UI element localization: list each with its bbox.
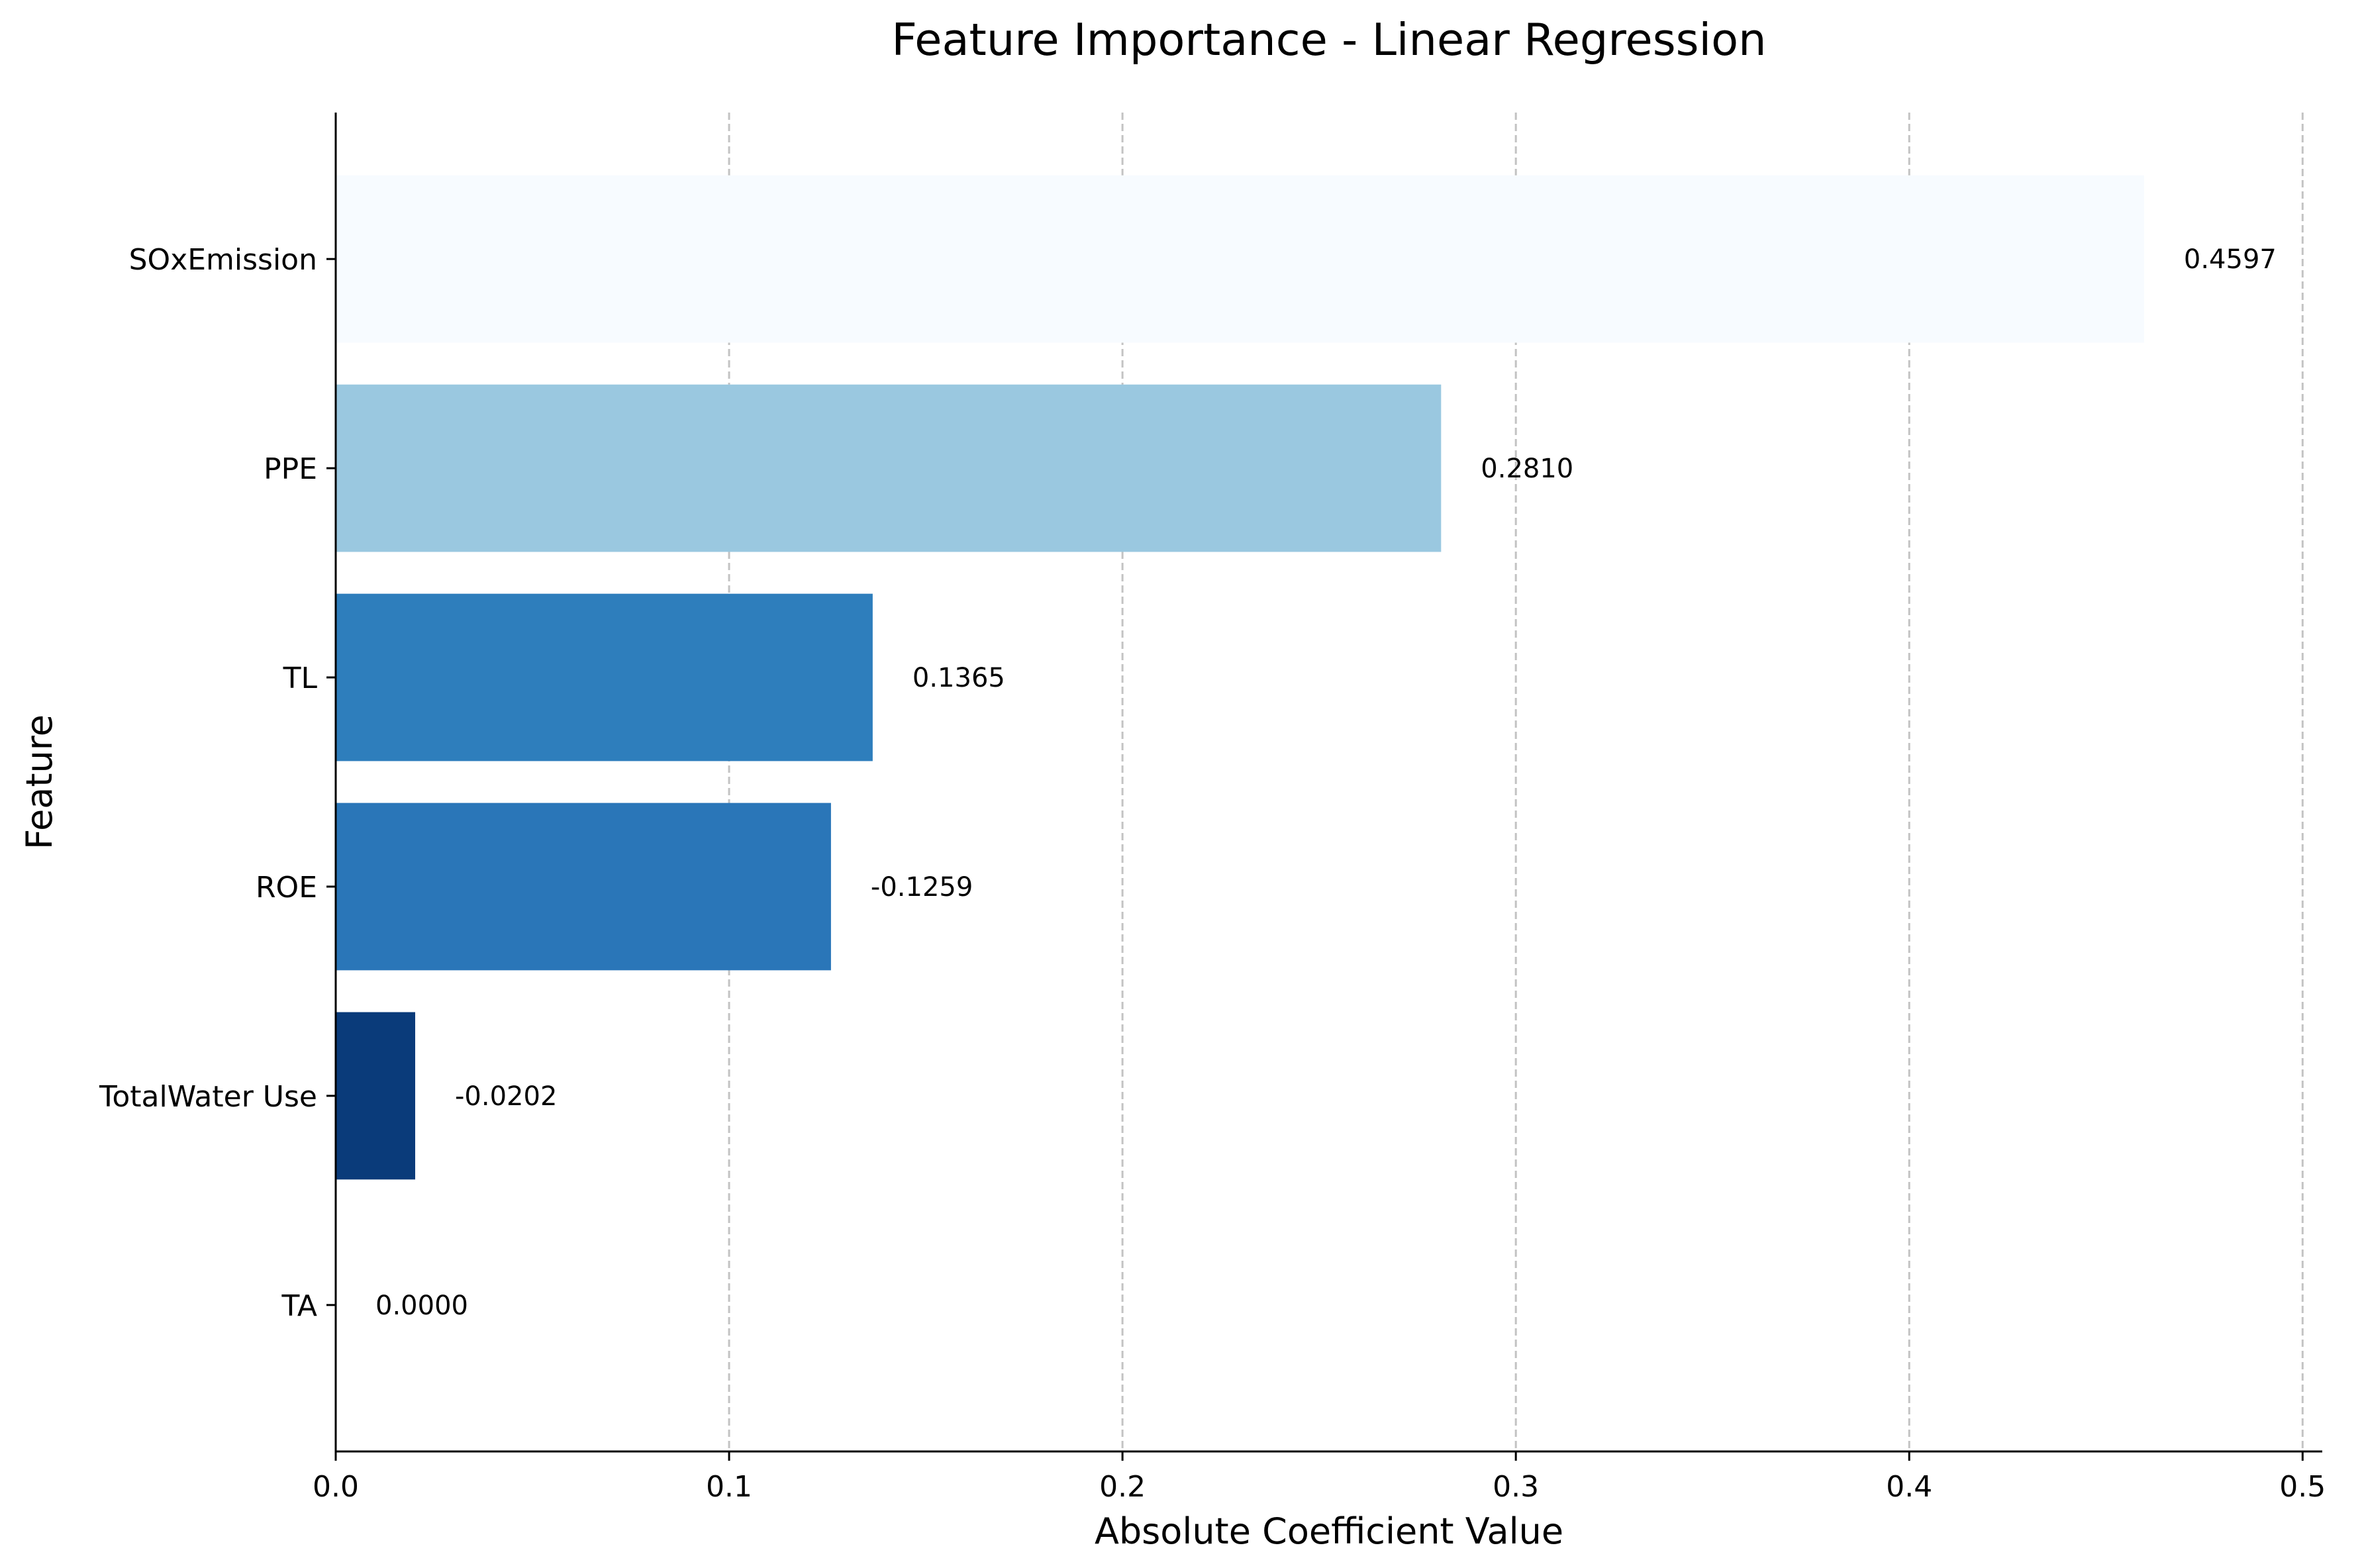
x-ticks: 0.0 0.1 0.2 0.3 0.4 0.5 <box>313 1451 2326 1504</box>
bar-soxemission <box>336 175 2144 343</box>
bars <box>336 175 2144 1180</box>
y-tick-label-5: TA <box>281 1289 317 1323</box>
x-tick-label-2: 0.2 <box>1099 1470 1146 1504</box>
x-tick-label-5: 0.5 <box>2279 1470 2326 1504</box>
bar-tl <box>336 593 873 761</box>
axes <box>334 113 2322 1453</box>
data-label-ppe: 0.2810 <box>1481 454 1573 484</box>
bar-totalwater-use <box>336 1012 415 1180</box>
x-axis-label: Absolute Coefficient Value <box>1095 1510 1563 1552</box>
y-tick-label-3: ROE <box>256 871 317 905</box>
y-axis-label: Feature <box>19 714 60 850</box>
data-label-roe: -0.1259 <box>871 872 973 903</box>
x-tick-label-1: 0.1 <box>706 1470 752 1504</box>
y-tick-label-1: PPE <box>264 452 317 486</box>
data-label-ta: 0.0000 <box>375 1291 468 1321</box>
x-tick-label-3: 0.3 <box>1493 1470 1539 1504</box>
y-tick-label-2: TL <box>283 662 318 695</box>
y-ticks: SOxEmission PPE TL ROE TotalWater Use TA <box>99 243 336 1323</box>
y-tick-label-0: SOxEmission <box>129 243 317 277</box>
data-label-tl: 0.1365 <box>912 663 1005 693</box>
chart-title: Feature Importance - Linear Regression <box>891 14 1766 66</box>
x-tick-label-4: 0.4 <box>1886 1470 1932 1504</box>
bar-ppe <box>336 384 1442 552</box>
bar-roe <box>336 803 831 971</box>
gridlines <box>728 113 2304 1451</box>
x-tick-label-0: 0.0 <box>313 1470 359 1504</box>
data-label-totalwater-use: -0.0202 <box>455 1081 557 1112</box>
data-labels: 0.4597 0.2810 0.1365 -0.1259 -0.0202 0.0000 <box>375 244 2277 1321</box>
y-tick-label-4: TotalWater Use <box>99 1080 317 1114</box>
data-label-soxemission: 0.4597 <box>2184 244 2277 275</box>
